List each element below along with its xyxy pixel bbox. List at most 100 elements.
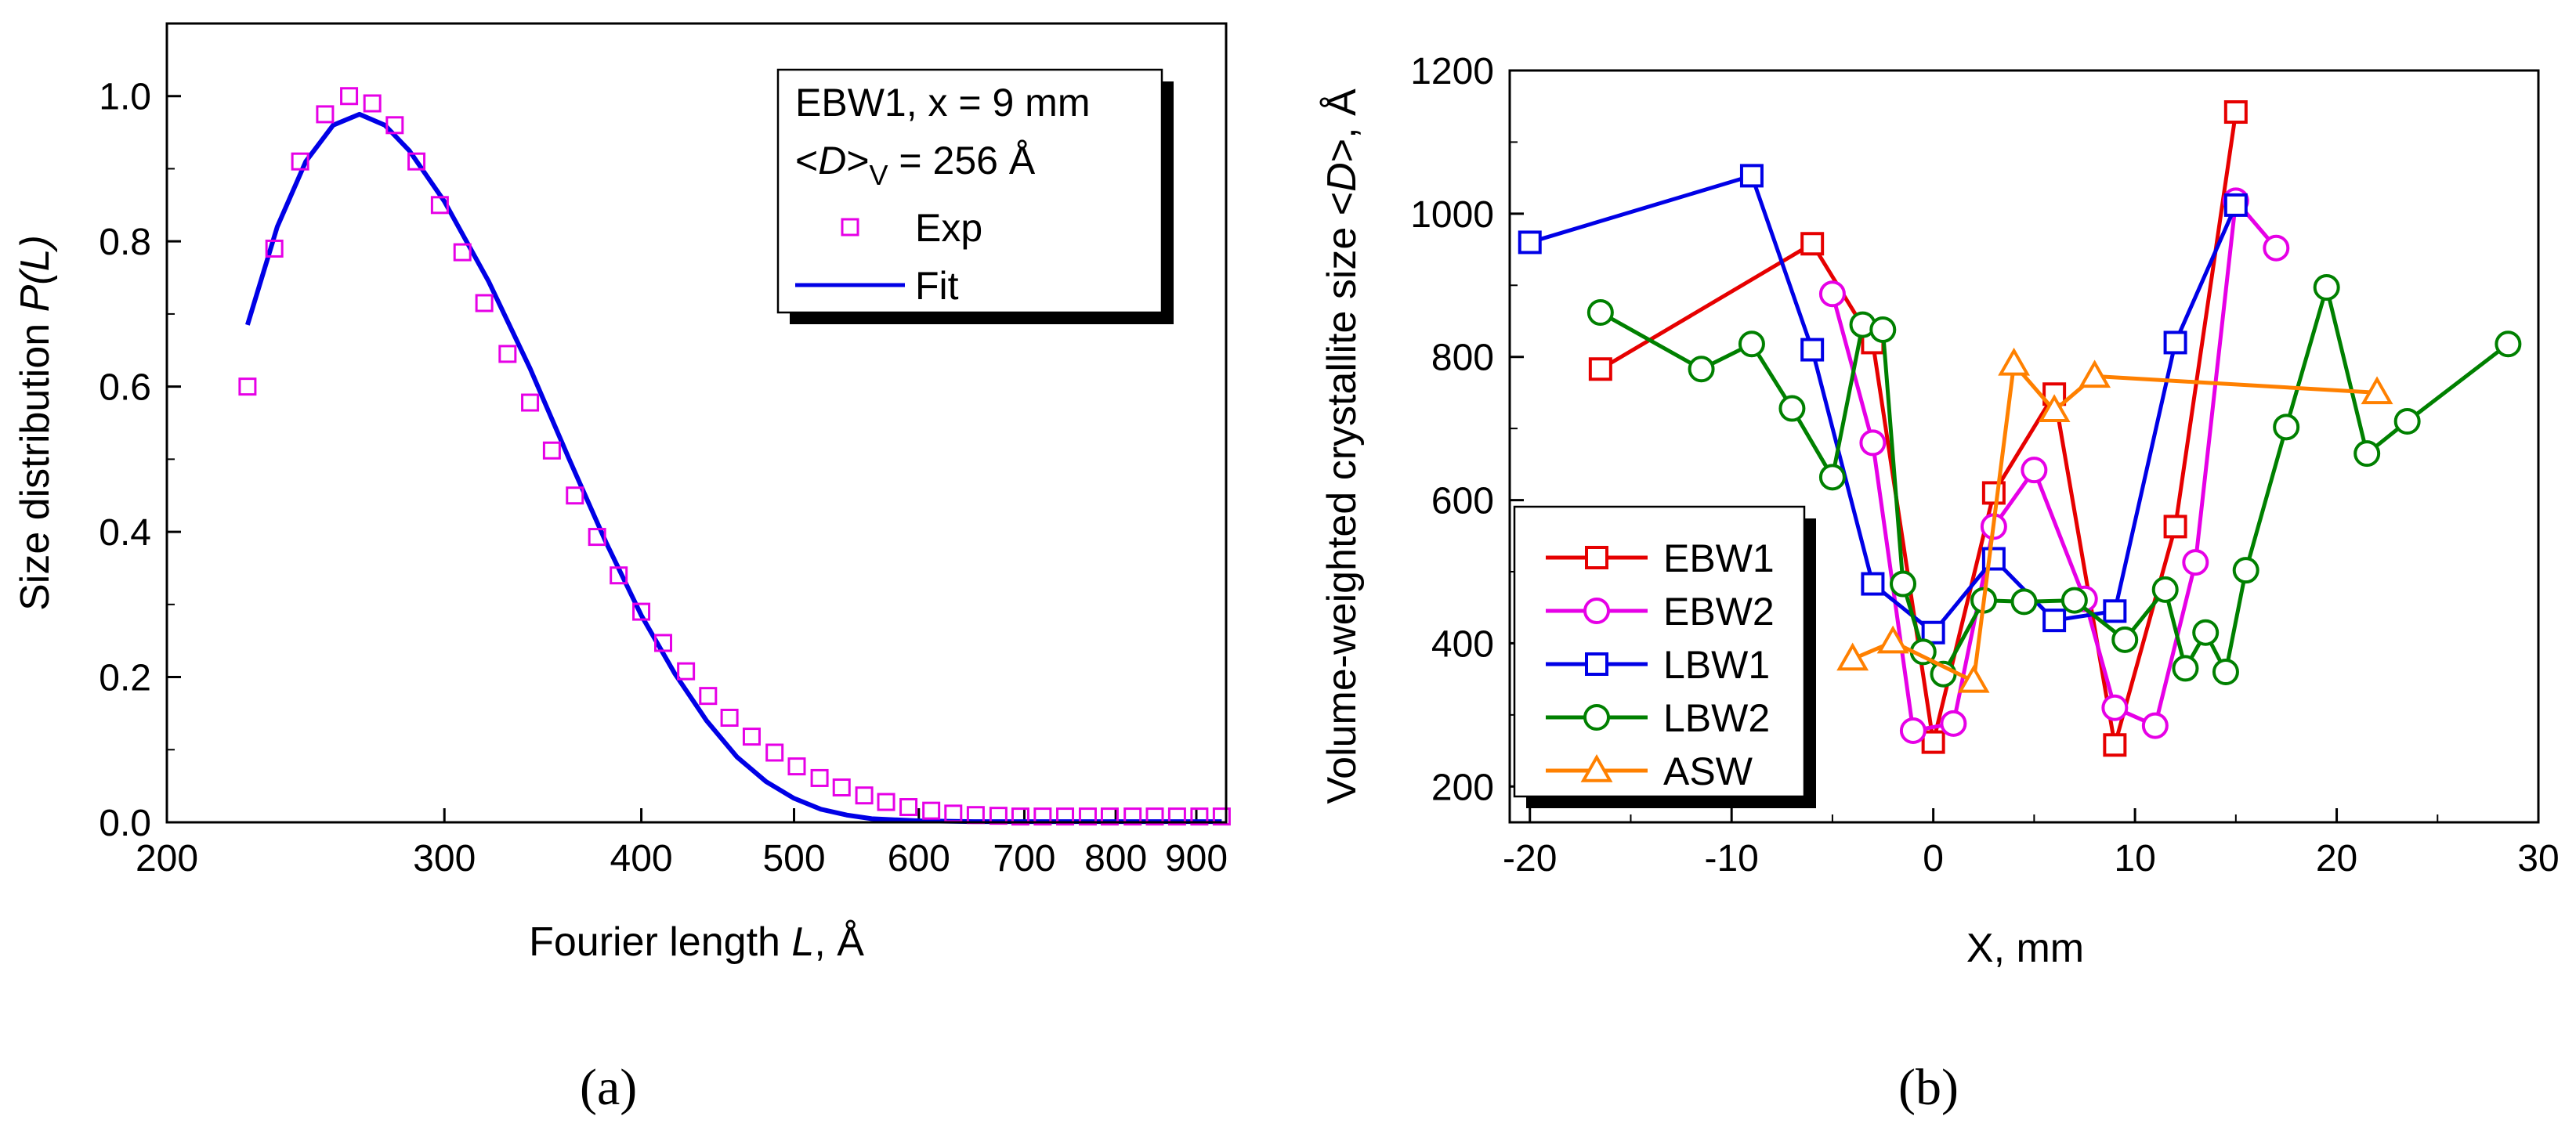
- series-point-lbw2: [2060, 587, 2088, 614]
- exp-point: [1190, 807, 1209, 826]
- series-line-ebw2: [1830, 198, 2278, 733]
- x-tick-label: 900: [1165, 838, 1228, 879]
- exp-point: [566, 486, 584, 505]
- exp-point: [787, 757, 806, 776]
- x-tick-label: 500: [762, 838, 825, 879]
- series-point-lbw2: [2273, 414, 2300, 441]
- panel-b-ylabel-var: D: [1319, 162, 1365, 192]
- exp-point: [1033, 807, 1052, 826]
- series-point-ebw2: [1818, 280, 1846, 308]
- y-tick-label: 0.0: [99, 803, 151, 844]
- exp-point: [1100, 807, 1119, 826]
- series-point-lbw1: [1861, 572, 1885, 596]
- exp-point: [475, 294, 494, 312]
- legend-marker-lbw1: [1585, 652, 1608, 676]
- panel-b-xlabel: X, mm: [1966, 926, 2084, 971]
- series-point-lbw2: [1818, 464, 1846, 491]
- exp-point: [855, 786, 874, 805]
- panel-a-xlabel-var: L: [791, 919, 814, 965]
- series-point-lbw2: [1688, 356, 1715, 383]
- exp-point: [407, 152, 426, 171]
- panel-b-ylabel-pre: Volume-weighted crystallite size <: [1319, 192, 1365, 804]
- x-tick-label: 0: [1923, 838, 1944, 879]
- series-point-lbw2: [2495, 330, 2522, 358]
- x-tick-label: -20: [1503, 838, 1557, 879]
- y-tick-label: 0.2: [99, 658, 151, 699]
- series-point-lbw1: [2223, 193, 2248, 217]
- legend-line2-mid: >: [846, 139, 869, 182]
- series-point-ebw2: [1940, 710, 1967, 737]
- panel-a-ylabel: Size distribution P(L): [13, 235, 58, 611]
- panel-b-legend: EBW1 EBW2 LBW1 LBW2 ASW: [1513, 505, 1816, 808]
- legend-marker-ebw1: [1585, 546, 1608, 569]
- exp-point: [542, 441, 561, 460]
- exp-point: [1145, 807, 1164, 826]
- panel-b-legend-items: EBW1 EBW2 LBW1 LBW2 ASW: [1546, 536, 1775, 793]
- series-point-ebw1: [1588, 357, 1612, 381]
- legend-exp-marker: [841, 218, 859, 237]
- y-tick-label: 0.6: [99, 367, 151, 409]
- series-point-ebw2: [1859, 429, 1887, 457]
- exp-point: [765, 743, 784, 762]
- exp-point: [610, 566, 628, 585]
- series-point-lbw1: [1518, 230, 1542, 255]
- legend-marker-ebw2: [1583, 598, 1610, 624]
- panel-b-label: (b): [1898, 1059, 1959, 1116]
- series-point-ebw1: [2163, 515, 2187, 539]
- exp-point: [989, 807, 1008, 825]
- series-point-lbw2: [2393, 408, 2421, 435]
- x-tick-label: 20: [2316, 838, 2357, 879]
- exp-point: [340, 87, 359, 106]
- series-point-ebw2: [2182, 549, 2209, 576]
- exp-point: [832, 778, 851, 796]
- exp-point: [1078, 807, 1097, 826]
- series-point-asw: [1998, 347, 2031, 376]
- exp-point: [1123, 807, 1142, 826]
- exp-point: [922, 801, 941, 820]
- exp-point: [363, 94, 382, 113]
- series-point-lbw2: [1890, 570, 1917, 598]
- exp-point: [810, 768, 829, 787]
- panel-b-ylabel: Volume-weighted crystallite size <D>, Å: [1319, 88, 1365, 804]
- panel-a-legend-line1: EBW1, x = 9 mm: [795, 81, 1090, 125]
- exp-point: [430, 196, 449, 215]
- panel-b-ylabel-post: >, Å: [1319, 88, 1365, 162]
- series-point-ebw1: [1800, 232, 1825, 256]
- panel-b-legend-box: [1513, 505, 1806, 798]
- panel-a-ticks: 200 300 400 500 600 700 800 900 0.0 0.2 0.4 0.6 0.8 1…: [99, 23, 1228, 879]
- series-point-lbw2: [1586, 299, 1614, 327]
- series-point-asw: [1876, 625, 1909, 654]
- series-point-asw: [2361, 376, 2393, 405]
- exp-point: [1167, 807, 1186, 826]
- y-tick-label: 1000: [1410, 194, 1494, 236]
- y-tick-label: 0.8: [99, 222, 151, 263]
- exp-point: [521, 393, 540, 412]
- series-point-ebw2: [2141, 712, 2169, 739]
- exp-point: [742, 728, 761, 746]
- series-point-lbw2: [2212, 659, 2239, 685]
- series-point-lbw1: [2103, 599, 2127, 623]
- exp-point: [385, 116, 404, 135]
- series-point-ebw1: [2223, 100, 2248, 125]
- exp-point: [720, 708, 739, 727]
- exp-point: [1011, 807, 1029, 826]
- legend-line2-var: D: [818, 139, 846, 182]
- series-point-lbw1: [2042, 609, 2067, 633]
- exp-point: [498, 345, 517, 363]
- exp-point: [238, 377, 257, 396]
- series-point-lbw2: [2353, 440, 2381, 468]
- y-tick-label: 400: [1431, 623, 1494, 665]
- series-point-ebw1: [1981, 481, 2006, 505]
- exp-point: [316, 105, 335, 124]
- exp-point: [265, 239, 284, 258]
- series-point-lbw1: [1800, 338, 1825, 362]
- y-tick-label: 600: [1431, 481, 1494, 522]
- x-tick-label: -10: [1705, 838, 1759, 879]
- panel-b-series: [1518, 100, 2522, 757]
- exp-point: [453, 243, 472, 262]
- series-point-ebw1: [1921, 730, 1945, 754]
- panel-a-legend-line2: <D>V = 256 Å: [795, 139, 1036, 191]
- panel-a-legend: EBW1, x = 9 mm <D>V = 256 Å Exp Fit: [776, 68, 1174, 324]
- x-tick-label: 200: [136, 838, 198, 879]
